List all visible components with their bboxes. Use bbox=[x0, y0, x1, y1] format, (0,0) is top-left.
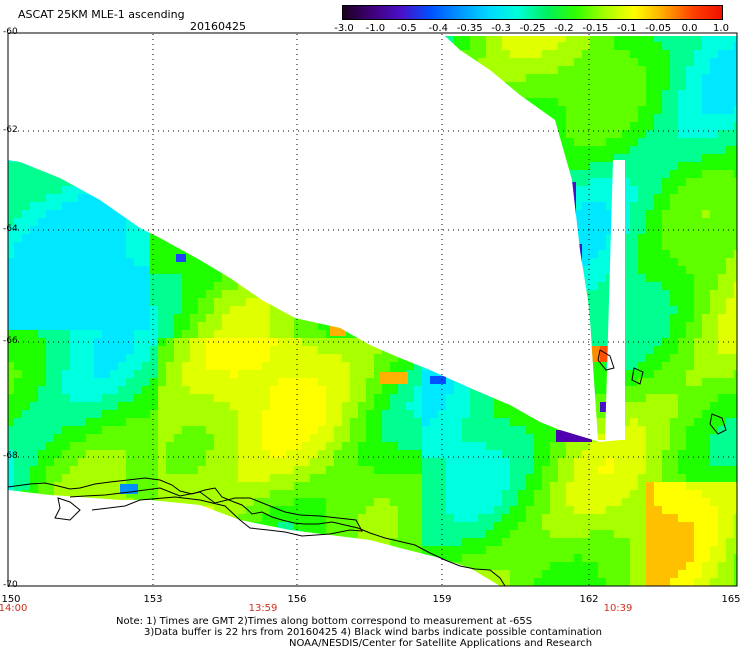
lat-label-64: -64 bbox=[3, 224, 18, 234]
colorbar-tick-label: -0.05 bbox=[645, 23, 672, 34]
colorbar-tick-label: -0.15 bbox=[582, 23, 609, 34]
lon-label-162: 162 bbox=[579, 594, 599, 605]
colorbar-tick-label: 1.0 bbox=[713, 23, 729, 34]
lon-label-150: 150 bbox=[1, 594, 21, 605]
colorbar-tick-label: 0.0 bbox=[681, 23, 698, 34]
lat-label-66: -66 bbox=[3, 336, 18, 346]
lon-label-159: 159 bbox=[432, 594, 452, 605]
footnote-credit: NOAA/NESDIS/Center for Satellite Applica… bbox=[289, 638, 593, 649]
lon-label-165: 165 bbox=[721, 594, 740, 605]
footnote-line-2: 3)Data buffer is 22 hrs from 20160425 4)… bbox=[144, 627, 602, 638]
time-label-163: 10:39 bbox=[603, 603, 633, 614]
colorbar-tick-label: -3.0 bbox=[334, 23, 354, 34]
wind-swath-image bbox=[8, 36, 737, 586]
colorbar-tick-label: -0.2 bbox=[554, 23, 574, 34]
colorbar-tick-label: -0.1 bbox=[616, 23, 637, 34]
colorbar-tick-label: -0.4 bbox=[428, 23, 449, 34]
time-label-150: 14:00 bbox=[0, 603, 28, 614]
lon-label-156: 156 bbox=[287, 594, 307, 605]
colorbar-tick-label: -1.0 bbox=[365, 23, 386, 34]
lat-label-70: -70 bbox=[3, 580, 18, 590]
footnote-line-1: Note: 1) Times are GMT 2)Times along bot… bbox=[116, 616, 533, 627]
time-label-155: 13:59 bbox=[248, 603, 278, 614]
lat-label-60: -60 bbox=[3, 27, 18, 37]
lat-lon-grid bbox=[7, 32, 738, 587]
colorbar-tick-label: -0.5 bbox=[397, 23, 417, 34]
colorbar-tick-label: -0.3 bbox=[491, 23, 511, 34]
colorbar-tick-label: -0.35 bbox=[456, 23, 483, 34]
lon-label-153: 153 bbox=[143, 594, 163, 605]
map-title: ASCAT 25KM MLE-1 ascending bbox=[18, 8, 185, 21]
lat-label-62: -62 bbox=[3, 125, 18, 135]
lat-label-68: -68 bbox=[3, 451, 18, 461]
map-date: 20160425 bbox=[190, 20, 246, 33]
colorbar bbox=[342, 5, 723, 20]
antarctic-coastline bbox=[7, 349, 727, 587]
colorbar-tick-label: -0.25 bbox=[519, 23, 546, 34]
